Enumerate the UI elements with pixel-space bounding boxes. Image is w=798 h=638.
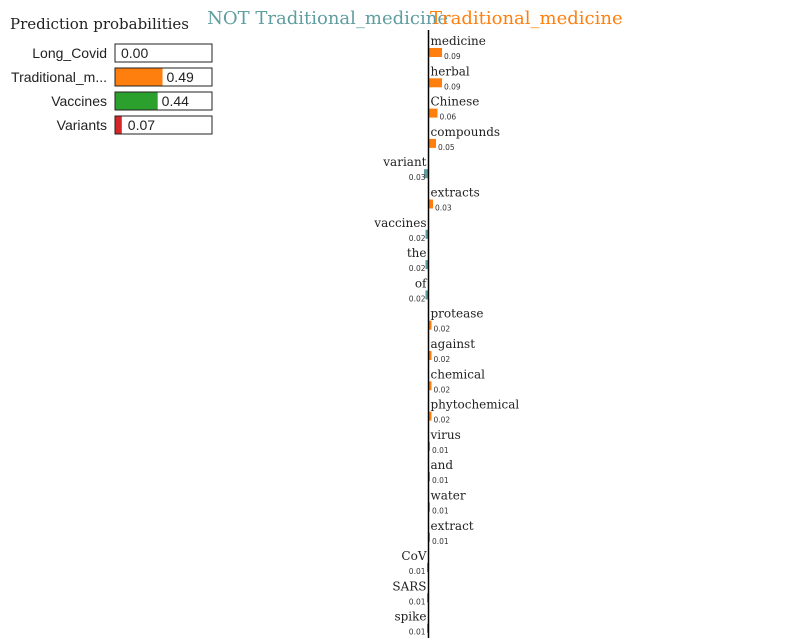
feature-word: SARS xyxy=(392,579,426,593)
probability-row: Variants 0.07 xyxy=(57,115,213,135)
feature-weights-chart: NOT Traditional_medicine Traditional_med… xyxy=(207,8,623,638)
probability-bar xyxy=(115,116,122,134)
feature-row: virus 0.01 xyxy=(428,428,461,455)
feature-word: vaccines xyxy=(373,216,426,230)
feature-row: variant 0.03 xyxy=(382,155,429,182)
feature-bar xyxy=(428,351,432,360)
probability-label: Vaccines xyxy=(51,93,107,109)
probability-value: 0.44 xyxy=(162,93,189,109)
feature-weight-label: 0.02 xyxy=(434,385,451,394)
probability-label: Traditional_m... xyxy=(11,69,107,85)
probability-value: 0.49 xyxy=(167,69,194,85)
probability-bar xyxy=(115,68,163,86)
probability-value: 0.07 xyxy=(128,117,155,133)
feature-weight-label: 0.01 xyxy=(409,567,426,576)
feature-row: water 0.01 xyxy=(428,489,466,516)
feature-word: chemical xyxy=(431,367,486,381)
feature-word: and xyxy=(431,458,454,472)
feature-weight-label: 0.01 xyxy=(432,446,449,455)
feature-weight-label: 0.03 xyxy=(409,173,426,182)
feature-word: water xyxy=(431,489,466,503)
feature-weight-label: 0.01 xyxy=(432,537,449,546)
probability-box xyxy=(114,115,213,135)
feature-row: extracts 0.03 xyxy=(428,186,480,213)
probability-row: Traditional_m... 0.49 xyxy=(11,67,213,87)
feature-word: the xyxy=(407,246,427,260)
feature-bar xyxy=(428,78,442,88)
feature-weight-label: 0.09 xyxy=(444,82,461,91)
probability-label: Long_Covid xyxy=(32,45,107,61)
feature-weight-label: 0.02 xyxy=(409,264,426,273)
feature-bar xyxy=(428,381,432,391)
probability-label: Variants xyxy=(57,117,107,133)
feature-row: Chinese 0.06 xyxy=(428,95,480,122)
feature-weight-label: 0.05 xyxy=(438,143,455,152)
header-not-class: NOT Traditional_medicine xyxy=(207,8,448,29)
feature-word: variant xyxy=(382,155,426,169)
feature-word: extract xyxy=(431,519,474,533)
probability-box xyxy=(114,67,213,87)
feature-word: against xyxy=(431,337,476,351)
feature-weight-label: 0.01 xyxy=(432,507,449,516)
feature-row: vaccines 0.02 xyxy=(373,216,429,243)
feature-row: compounds 0.05 xyxy=(428,125,501,152)
probability-box xyxy=(114,43,213,63)
feature-weight-label: 0.02 xyxy=(434,355,451,364)
feature-word: herbal xyxy=(431,64,470,78)
feature-row: CoV 0.01 xyxy=(401,549,429,576)
feature-bar xyxy=(428,411,432,421)
feature-word: extracts xyxy=(431,186,480,200)
feature-weight-label: 0.02 xyxy=(409,234,426,243)
feature-row: herbal 0.09 xyxy=(428,64,470,91)
feature-weight-label: 0.02 xyxy=(434,325,451,334)
feature-word: Chinese xyxy=(431,95,480,109)
feature-row: extract 0.01 xyxy=(428,519,474,546)
feature-bar xyxy=(425,290,429,300)
feature-bar xyxy=(428,320,432,330)
feature-row: of 0.02 xyxy=(409,276,429,303)
probability-value: 0.00 xyxy=(121,45,148,61)
feature-bar xyxy=(425,260,429,270)
probability-box xyxy=(114,91,213,111)
feature-word: protease xyxy=(431,307,484,321)
feature-bar xyxy=(428,48,442,57)
feature-bar xyxy=(424,169,429,179)
probability-row: Vaccines 0.44 xyxy=(51,91,213,111)
feature-word: medicine xyxy=(431,34,486,48)
feature-bar xyxy=(428,138,436,148)
feature-row: and 0.01 xyxy=(428,458,454,485)
prediction-probabilities-title: Prediction probabilities xyxy=(10,15,189,33)
feature-weight-label: 0.03 xyxy=(435,204,452,213)
probability-row: Long_Covid 0.00 xyxy=(32,43,213,63)
feature-word: spike xyxy=(394,610,426,624)
feature-weight-label: 0.06 xyxy=(440,113,457,122)
feature-row: against 0.02 xyxy=(428,337,476,364)
feature-word: CoV xyxy=(401,549,426,563)
feature-word: phytochemical xyxy=(431,398,520,412)
prediction-probabilities-chart: Prediction probabilities Long_Covid 0.00 T… xyxy=(10,15,213,135)
feature-row: phytochemical 0.02 xyxy=(428,398,520,425)
feature-word: compounds xyxy=(431,125,501,139)
probability-bar xyxy=(115,92,158,110)
header-class: Traditional_medicine xyxy=(430,8,623,29)
feature-weight-label: 0.09 xyxy=(444,52,461,61)
feature-bar xyxy=(428,199,433,209)
feature-row: medicine 0.09 xyxy=(428,34,486,61)
feature-word: virus xyxy=(430,428,461,442)
feature-row: SARS 0.01 xyxy=(392,579,429,606)
feature-word: of xyxy=(415,276,428,290)
feature-row: spike 0.01 xyxy=(394,610,429,637)
feature-weight-label: 0.02 xyxy=(409,294,426,303)
feature-row: chemical 0.02 xyxy=(428,367,486,394)
feature-row: protease 0.02 xyxy=(428,307,484,334)
feature-row: the 0.02 xyxy=(407,246,429,273)
feature-weight-label: 0.01 xyxy=(409,628,426,637)
feature-weight-label: 0.01 xyxy=(409,597,426,606)
feature-bar xyxy=(428,108,438,118)
feature-bar xyxy=(425,229,429,239)
feature-weight-label: 0.01 xyxy=(432,476,449,485)
feature-weight-label: 0.02 xyxy=(434,416,451,425)
